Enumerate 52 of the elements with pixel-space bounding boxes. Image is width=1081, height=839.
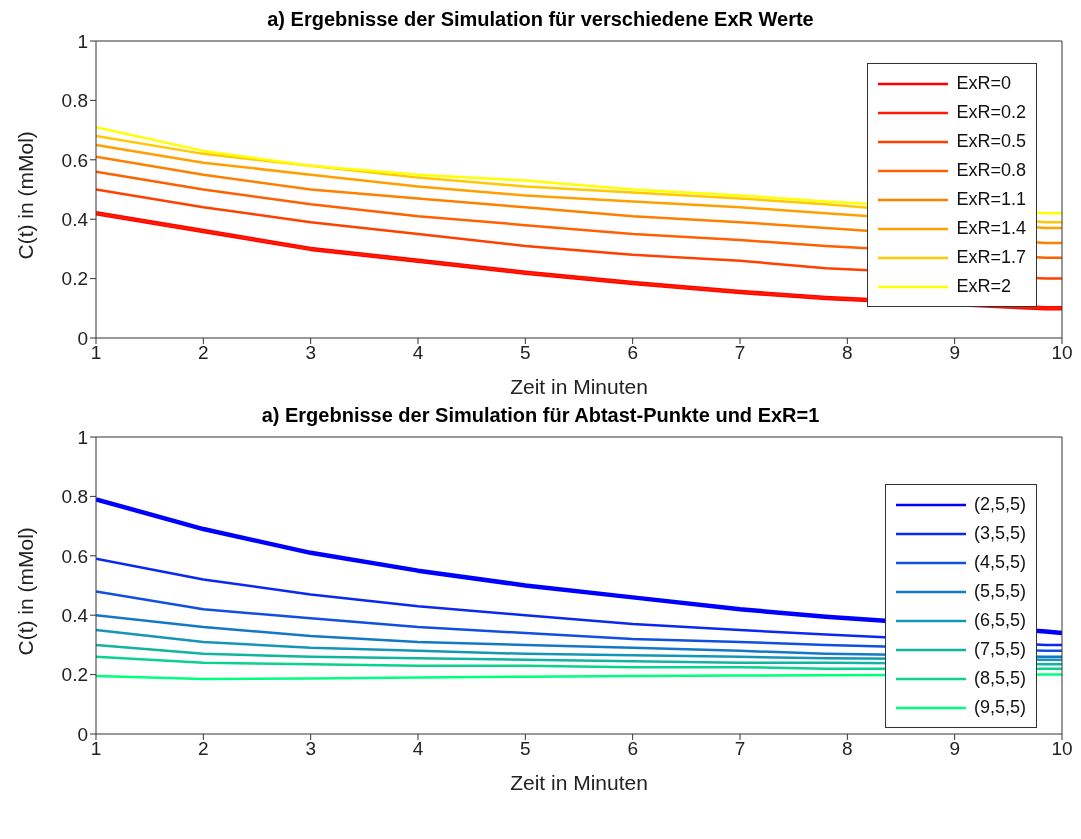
x-tick-label: 7 [734, 738, 746, 760]
x-tick-label: 9 [949, 738, 960, 760]
x-tick-label: 2 [198, 738, 209, 760]
legend-label: ExR=1.7 [956, 247, 1026, 268]
chart-title: a) Ergebnisse der Simulation für verschiedene ExR Werte [267, 8, 814, 30]
legend-label: ExR=0.2 [956, 102, 1026, 123]
x-tick-label: 10 [1051, 342, 1073, 364]
y-tick-label: 0.4 [61, 604, 89, 626]
legend-label: ExR=0 [956, 73, 1011, 94]
legend-label: ExR=0.8 [956, 160, 1026, 181]
x-axis-title: Zeit in Minuten [510, 375, 648, 398]
x-tick-label: 2 [198, 342, 209, 364]
x-tick-label: 6 [627, 342, 638, 364]
legend-label: (2,5,5) [973, 494, 1026, 515]
y-tick-label: 0.6 [61, 149, 88, 171]
y-tick-label: 0.2 [61, 664, 88, 686]
legend-label: ExR=1.4 [956, 218, 1026, 239]
y-axis-title: C(t) in (mMol) [14, 131, 38, 260]
legend-label: (6,5,5) [973, 610, 1026, 631]
y-tick-label: 1 [77, 30, 88, 52]
y-tick-label: 0 [77, 327, 88, 349]
x-tick-label: 4 [412, 342, 424, 364]
x-tick-label: 10 [1051, 738, 1073, 760]
legend-label: (7,5,5) [973, 639, 1026, 660]
legend-label: (8,5,5) [973, 668, 1026, 689]
x-tick-label: 3 [305, 738, 316, 760]
legend-label: (5,5,5) [973, 581, 1026, 602]
legend-label: ExR=0.5 [956, 131, 1026, 152]
x-tick-label: 9 [949, 342, 960, 364]
x-tick-label: 5 [520, 738, 531, 760]
x-tick-label: 8 [842, 738, 853, 760]
y-tick-label: 1 [77, 426, 88, 448]
chart-title: a) Ergebnisse der Simulation für Abtast-Punkte und ExR=1 [261, 404, 820, 426]
legend-label: (4,5,5) [973, 552, 1026, 573]
y-axis-title: C(t) in (mMol) [14, 527, 38, 656]
y-tick-label: 0.2 [61, 268, 88, 290]
x-tick-label: 8 [842, 342, 853, 364]
x-tick-label: 6 [627, 738, 638, 760]
x-tick-label: 3 [305, 342, 316, 364]
x-axis-title: Zeit in Minuten [510, 771, 648, 794]
y-tick-label: 0.8 [61, 90, 88, 112]
y-tick-label: 0.8 [61, 486, 88, 508]
x-tick-label: 4 [412, 738, 424, 760]
legend-label: ExR=2 [956, 276, 1011, 297]
x-tick-label: 5 [520, 342, 531, 364]
legend-label: ExR=1.1 [956, 189, 1026, 210]
y-tick-label: 0 [77, 723, 88, 745]
y-tick-label: 0.6 [61, 545, 88, 567]
x-tick-label: 7 [734, 342, 746, 364]
legend-label: (9,5,5) [973, 697, 1026, 718]
y-tick-label: 0.4 [61, 208, 89, 230]
legend-label: (3,5,5) [973, 523, 1026, 544]
